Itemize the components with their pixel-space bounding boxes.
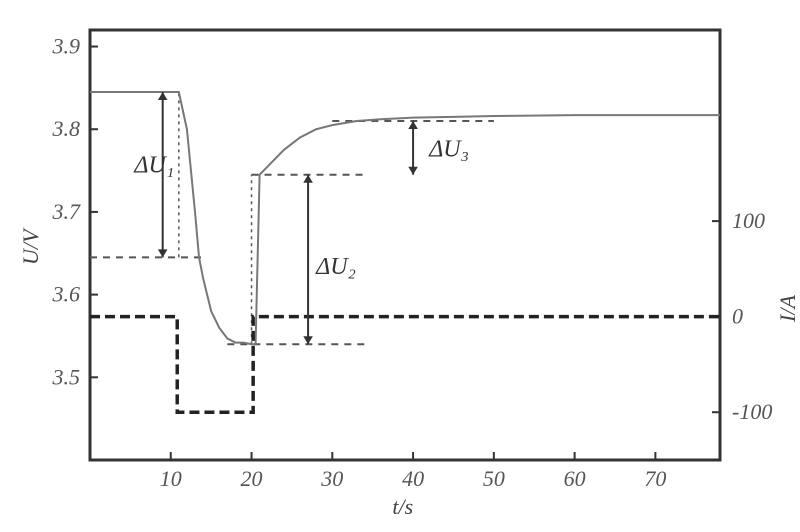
x-axis-label: t/s xyxy=(392,494,413,520)
delta-arrow xyxy=(408,121,418,175)
voltage-curve xyxy=(90,92,720,344)
y-left-tick-label: 3.9 xyxy=(52,34,81,59)
y-right-tick-label: 100 xyxy=(732,208,765,233)
y-right-label: I/A xyxy=(775,296,800,323)
plot-border xyxy=(90,30,720,460)
x-tick-label: 60 xyxy=(564,466,586,491)
dual-axis-chart: 10 20 30 40 50 60 70 3.5 3.6 3.7 3.8 3.9 -100 0 100 ΔU₁… xyxy=(0,0,800,532)
x-tick-label: 50 xyxy=(483,466,505,491)
current-curve xyxy=(90,317,720,413)
y-left-tick-label: 3.6 xyxy=(52,282,81,307)
delta-label: ΔU₂ xyxy=(315,254,356,280)
y-left-tick-label: 3.7 xyxy=(52,199,82,224)
y-right-tick-label: 0 xyxy=(732,304,743,329)
y-right-tick-label: -100 xyxy=(732,399,772,424)
y-left-tick-label: 3.8 xyxy=(52,116,81,141)
x-tick-label: 30 xyxy=(320,466,343,491)
x-tick-label: 40 xyxy=(402,466,424,491)
delta-label: ΔU₃ xyxy=(428,137,469,163)
delta-label: ΔU₁ xyxy=(133,152,174,178)
y-left-label: U/V xyxy=(18,230,44,265)
x-tick-label: 20 xyxy=(241,466,263,491)
x-tick-label: 70 xyxy=(644,466,666,491)
delta-arrow xyxy=(303,175,313,345)
x-tick-label: 10 xyxy=(160,466,182,491)
y-left-tick-label: 3.5 xyxy=(52,364,81,389)
